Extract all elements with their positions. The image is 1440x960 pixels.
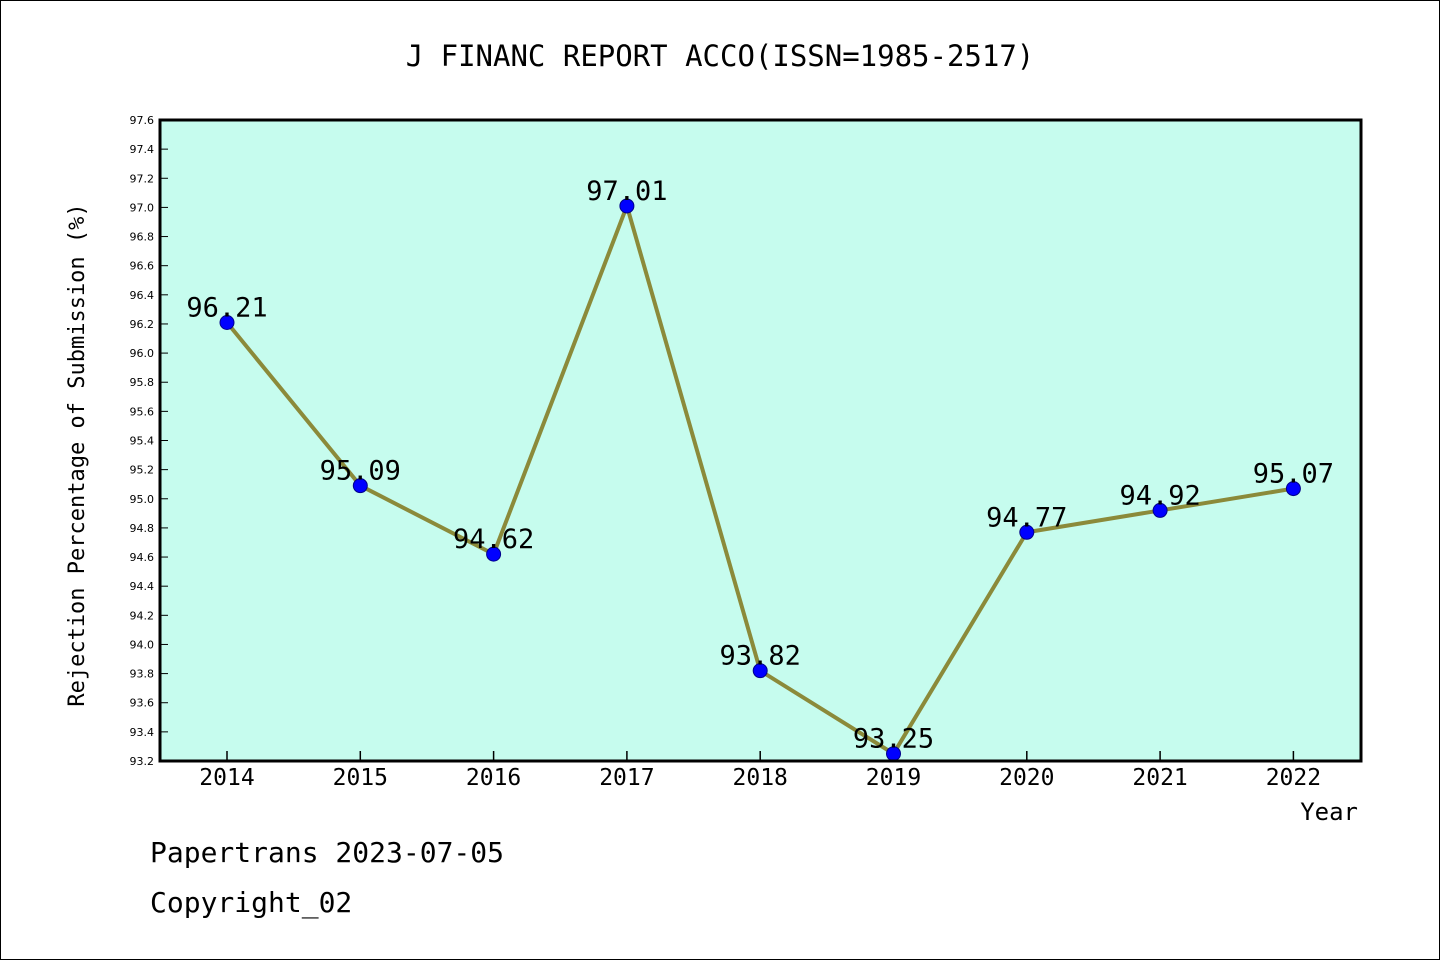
footer-copyright: Copyright_02 [150, 886, 353, 919]
data-label: 94.77 [986, 502, 1067, 533]
y-tick-label: 95.0 [130, 493, 155, 506]
y-axis-label: Rejection Percentage of Submission (%) [65, 203, 90, 706]
y-tick-label: 93.8 [130, 668, 155, 681]
data-label: 94.62 [453, 524, 534, 555]
data-label: 94.92 [1119, 480, 1200, 511]
plot-area [160, 120, 1361, 761]
y-axis: 93.2 93.4 93.6 93.8 94.0 94.2 94.4 94.6 94.8 95.0… [130, 114, 168, 768]
x-tick-label: 2015 [333, 765, 388, 791]
x-tick-label: 2022 [1266, 765, 1321, 791]
data-label: 93.25 [853, 724, 934, 755]
data-point [1019, 524, 1035, 540]
y-tick-label: 97.2 [130, 172, 155, 185]
x-axis-label: Year [1300, 798, 1358, 826]
x-tick-label: 2019 [866, 765, 921, 791]
x-tick-label: 2016 [466, 765, 521, 791]
data-label: 95.09 [320, 456, 401, 487]
y-tick-label: 94.4 [130, 580, 155, 593]
y-tick-label: 93.2 [130, 755, 155, 768]
data-point [352, 478, 368, 494]
y-tick-label: 94.8 [130, 522, 155, 535]
x-tick-label: 2020 [999, 765, 1054, 791]
x-tick-label: 2014 [199, 765, 254, 791]
x-tick-label: 2021 [1132, 765, 1187, 791]
y-tick-label: 95.4 [130, 435, 155, 448]
data-label: 95.07 [1253, 459, 1334, 490]
data-point [619, 198, 635, 214]
data-label: 96.21 [186, 292, 267, 323]
data-point [219, 314, 235, 330]
x-tick-label: 2018 [733, 765, 788, 791]
y-tick-label: 93.4 [130, 726, 155, 739]
y-tick-label: 96.4 [130, 289, 155, 302]
data-labels: 96.21 95.09 94.62 97.01 93.82 93.25 94.77 94.92… [186, 176, 1334, 755]
y-tick-label: 97.4 [130, 143, 155, 156]
y-tick-label: 97.6 [130, 114, 155, 127]
y-tick-label: 94.0 [130, 638, 155, 651]
x-tick-label: 2017 [599, 765, 654, 791]
x-axis: 2014 2015 2016 2017 2018 2019 2020 2021 2022 [199, 751, 1321, 791]
y-tick-label: 96.0 [130, 347, 155, 360]
y-tick-label: 95.2 [130, 464, 155, 477]
y-tick-label: 95.6 [130, 405, 155, 418]
data-point [486, 546, 502, 562]
footer-date: Papertrans 2023-07-05 [150, 836, 505, 869]
y-tick-label: 96.8 [130, 231, 155, 244]
y-tick-label: 97.0 [130, 201, 155, 214]
chart-title: J FINANC REPORT ACCO(ISSN=1985-2517) [406, 39, 1035, 73]
data-points [219, 198, 1301, 762]
y-tick-label: 94.6 [130, 551, 155, 564]
y-tick-label: 95.8 [130, 376, 155, 389]
y-tick-label: 93.6 [130, 697, 155, 710]
data-point [1152, 502, 1168, 518]
data-point [1285, 481, 1301, 497]
data-label: 97.01 [586, 176, 667, 207]
y-tick-label: 96.2 [130, 318, 155, 331]
data-point [752, 663, 768, 679]
data-label: 93.82 [720, 641, 801, 672]
y-tick-label: 94.2 [130, 609, 155, 622]
y-tick-label: 96.6 [130, 260, 155, 273]
plot-border [158, 118, 1363, 763]
